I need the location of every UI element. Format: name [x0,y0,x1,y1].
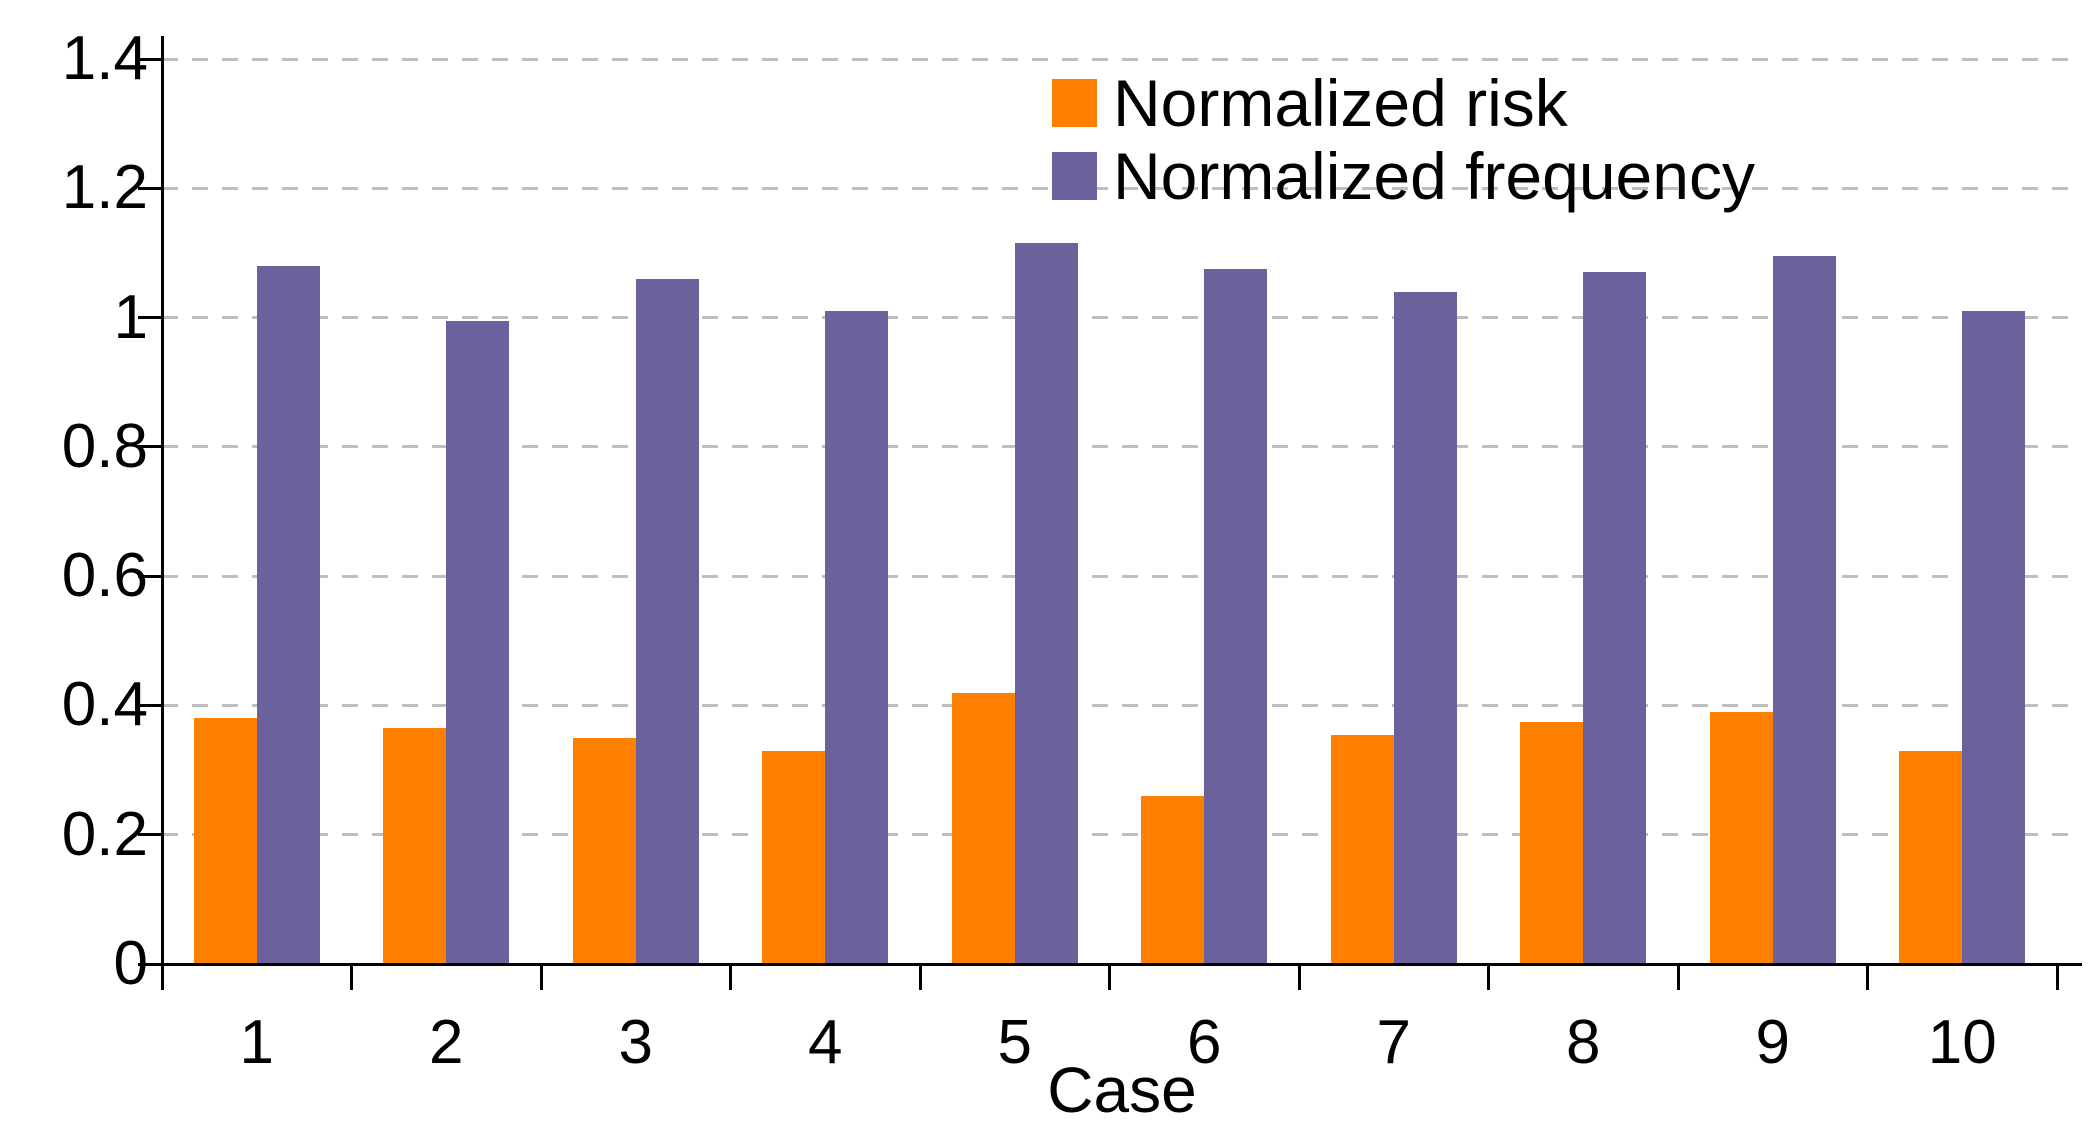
y-tick-0.2 [138,833,162,837]
x-tick-8 [1676,964,1680,990]
bar-normalized-risk-case-5 [951,692,1015,964]
y-tick-label-0: 0 [113,929,148,998]
y-tick-1 [138,316,162,320]
y-tick-0.8 [138,445,162,449]
x-axis-line [160,962,2082,966]
y-tick-label-1: 1 [113,282,148,352]
legend-swatch-risk [1052,79,1097,127]
legend-item-risk: Normalized risk [1052,70,1568,136]
x-tick-label-3: 3 [618,1008,653,1077]
y-tick-label-0.4: 0.4 [61,670,148,740]
legend-label-risk: Normalized risk [1113,66,1568,140]
y-tick-label-0.6: 0.6 [61,541,148,611]
bar-normalized-frequency-case-6 [1204,269,1268,964]
y-tick-0.6 [138,574,162,578]
bar-normalized-frequency-case-10 [1962,311,2026,964]
x-tick-10 [2055,964,2059,990]
x-tick-1 [350,964,353,990]
y-tick-0.4 [138,703,162,707]
x-tick-9 [1866,964,1869,990]
y-tick-label-1.2: 1.2 [61,153,148,223]
bar-normalized-frequency-case-3 [635,278,699,964]
x-tick-6 [1297,964,1301,990]
y-tick-1.4 [138,57,162,61]
gridline-y-0.6 [162,574,2082,578]
bar-normalized-risk-case-3 [572,737,636,964]
gridline-y-1 [162,316,2082,320]
y-axis-line [160,36,164,964]
legend-label-frequency: Normalized frequency [1113,139,1755,213]
bar-normalized-risk-case-4 [762,750,826,964]
bar-normalized-frequency-case-8 [1583,272,1647,964]
bar-normalized-frequency-case-1 [256,265,320,964]
bar-normalized-risk-case-8 [1520,721,1584,964]
y-tick-label-0.2: 0.2 [61,799,148,869]
bar-normalized-risk-case-6 [1141,795,1205,964]
bar-normalized-frequency-case-2 [446,320,510,964]
gridline-y-1.2 [162,186,2082,190]
bar-normalized-risk-case-2 [383,728,447,964]
bar-normalized-risk-case-1 [193,718,257,964]
y-tick-label-1.4: 1.4 [61,24,148,94]
legend-swatch-frequency [1052,152,1097,200]
x-tick-label-7: 7 [1376,1008,1411,1077]
bar-normalized-frequency-case-4 [825,311,889,964]
bar-normalized-risk-case-9 [1709,711,1773,964]
x-tick-label-5: 5 [997,1008,1032,1077]
bar-normalized-frequency-case-5 [1014,243,1078,964]
y-tick-label-0.8: 0.8 [61,411,148,481]
x-tick-label-6: 6 [1187,1008,1222,1077]
x-tick-5 [1108,964,1111,990]
gridline-y-0.4 [162,703,2082,707]
x-tick-label-4: 4 [808,1008,843,1077]
x-tick-label-1: 1 [239,1008,274,1077]
bar-normalized-frequency-case-7 [1393,291,1457,964]
x-tick-4 [918,964,922,990]
x-tick-3 [729,964,732,990]
x-tick-7 [1487,964,1490,990]
x-axis-title: Case [1047,1054,1197,1126]
bar-normalized-risk-case-10 [1899,750,1963,964]
legend-item-frequency: Normalized frequency [1052,143,1755,209]
x-tick-label-10: 10 [1927,1008,1997,1077]
gridline-y-1.4 [162,57,2082,61]
x-tick-0 [160,964,164,990]
y-tick-1.2 [138,186,162,190]
gridline-y-0.8 [162,445,2082,449]
y-tick-0 [138,962,162,966]
x-tick-label-8: 8 [1566,1008,1601,1077]
x-tick-label-2: 2 [429,1008,464,1077]
bar-normalized-frequency-case-9 [1772,256,1836,964]
gridline-y-0.2 [162,833,2082,837]
x-tick-2 [539,964,543,990]
bar-normalized-risk-case-7 [1330,734,1394,964]
x-tick-label-9: 9 [1755,1008,1790,1077]
